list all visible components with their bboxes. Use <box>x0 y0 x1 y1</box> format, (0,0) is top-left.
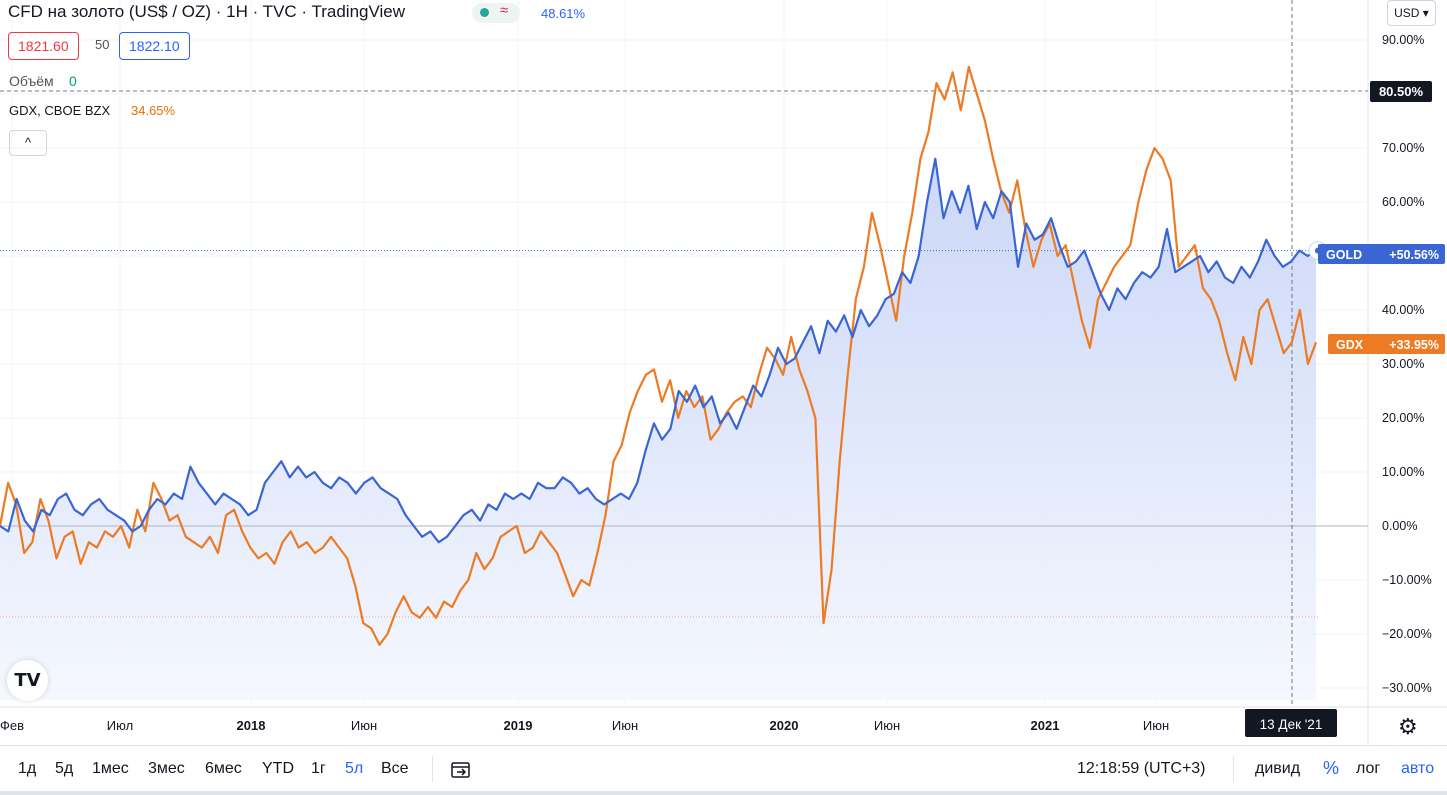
gdx-axis-tag[interactable] <box>1328 334 1445 354</box>
collapse-legend-button[interactable]: ^ <box>9 130 47 156</box>
y-tick-label: −10.00% <box>1382 573 1432 587</box>
x-tick-label: 2018 <box>237 718 266 733</box>
crosshair-date-tag <box>1245 709 1337 737</box>
toolbar-separator <box>1233 756 1234 782</box>
log-scale-toggle[interactable]: лог <box>1356 760 1381 777</box>
x-tick-label: Июн <box>874 718 900 733</box>
compare-symbol-value: 34.65% <box>131 103 176 118</box>
spread-value: 50 <box>95 37 110 52</box>
y-tick-label: −30.00% <box>1382 681 1432 695</box>
goto-date-icon[interactable] <box>450 760 472 785</box>
toolbar-separator <box>432 756 433 782</box>
bottom-border <box>0 791 1447 795</box>
x-tick-label: 2020 <box>770 718 799 733</box>
gdx-series-line[interactable] <box>0 65 1318 646</box>
volume-value: 0 <box>69 73 77 89</box>
gdx-tag-name: GDX <box>1336 338 1364 352</box>
gold-tag-name: GOLD <box>1326 248 1362 262</box>
x-tick-label: Фев <box>0 718 24 733</box>
gear-icon[interactable]: ⚙ <box>1398 714 1418 739</box>
timeframe-toolbar: 1д 5д 1мес 3мес 6мес YTD 1г 5л Все 12:18… <box>0 745 1447 792</box>
timeframe-5d[interactable]: 5д <box>55 760 74 777</box>
timeframe-all[interactable]: Все <box>381 760 409 777</box>
price-chart[interactable]: 90.00%80.00%70.00%60.00%50.00%40.00%30.0… <box>0 0 1447 745</box>
y-tick-label: 30.00% <box>1382 357 1424 371</box>
gold-series-line[interactable] <box>0 157 1317 544</box>
x-tick-label: 2021 <box>1031 718 1060 733</box>
x-tick-label: Июн <box>612 718 638 733</box>
x-tick-label: Июл <box>107 718 133 733</box>
percent-scale-toggle[interactable]: % <box>1323 758 1340 778</box>
y-tick-label: 10.00% <box>1382 465 1424 479</box>
wave-icon: ≈ <box>500 2 509 19</box>
timeframe-3m[interactable]: 3мес <box>148 760 185 777</box>
gold-tag-value: +50.56% <box>1389 248 1439 262</box>
timeframe-1y[interactable]: 1г <box>311 760 326 777</box>
clock-time[interactable]: 12:18:59 (UTC+3) <box>1077 760 1206 777</box>
volume-label[interactable]: Объём <box>9 73 54 89</box>
y-tick-label: −20.00% <box>1382 627 1432 641</box>
gold-area-fill <box>0 158 1316 701</box>
x-tick-label: Июн <box>351 718 377 733</box>
ask-price-button[interactable]: 1822.10 <box>119 32 190 60</box>
timeframe-6m[interactable]: 6мес <box>205 760 242 777</box>
crosshair-price-label: 80.50% <box>1379 84 1424 99</box>
timeframe-1d[interactable]: 1д <box>18 760 37 777</box>
dividends-toggle[interactable]: дивид <box>1255 760 1301 777</box>
y-tick-label: 0.00% <box>1382 519 1417 533</box>
y-tick-label: 40.00% <box>1382 303 1424 317</box>
market-open-dot <box>480 8 489 17</box>
currency-select[interactable]: USD ▾ <box>1387 0 1436 26</box>
x-tick-label: 2019 <box>504 718 533 733</box>
y-tick-label: 20.00% <box>1382 411 1424 425</box>
header-change-pct: 48.61% <box>541 6 586 21</box>
y-tick-label: 70.00% <box>1382 141 1424 155</box>
y-tick-label: 60.00% <box>1382 195 1424 209</box>
timeframe-1m[interactable]: 1мес <box>92 760 129 777</box>
y-tick-label: 90.00% <box>1382 33 1424 47</box>
gold-axis-tag[interactable] <box>1318 244 1445 264</box>
tradingview-logo[interactable]: TV <box>7 660 48 701</box>
crosshair-date-label: 13 Дек '21 <box>1260 717 1323 732</box>
crosshair-price-tag <box>1370 81 1432 102</box>
bid-price-button[interactable]: 1821.60 <box>8 32 79 60</box>
symbol-title[interactable]: CFD на золото (US$ / OZ) · 1H · TVC · Tr… <box>8 2 406 21</box>
gdx-tag-value: +33.95% <box>1389 338 1439 352</box>
auto-scale-toggle[interactable]: авто <box>1401 760 1435 777</box>
timeframe-ytd[interactable]: YTD <box>262 760 294 777</box>
compare-symbol-label[interactable]: GDX, CBOE BZX <box>9 103 111 118</box>
x-tick-label: Июн <box>1143 718 1169 733</box>
timeframe-5y[interactable]: 5л <box>345 760 364 777</box>
